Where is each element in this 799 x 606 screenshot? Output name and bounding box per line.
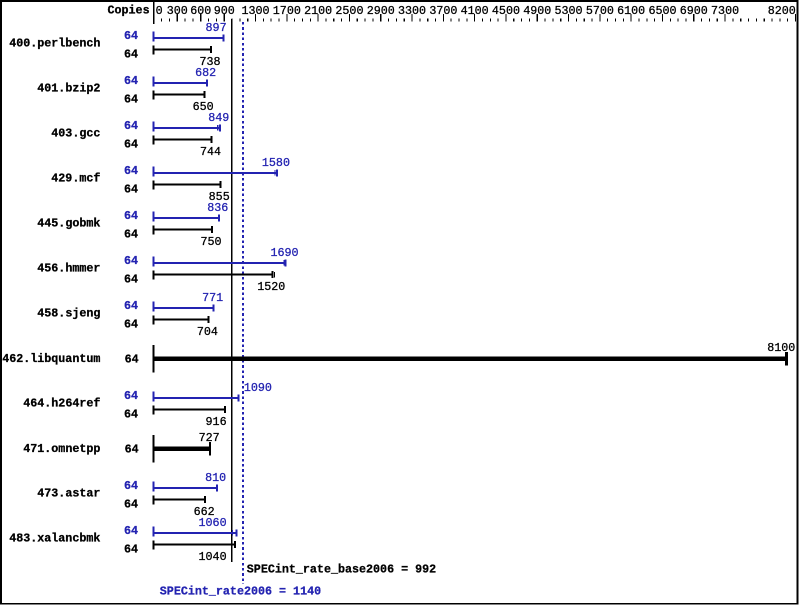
- svg-text:3700: 3700: [429, 4, 457, 18]
- svg-text:401.bzip2: 401.bzip2: [37, 82, 100, 96]
- svg-text:4100: 4100: [461, 4, 489, 18]
- svg-text:64: 64: [124, 254, 138, 268]
- svg-text:6900: 6900: [680, 4, 708, 18]
- svg-text:810: 810: [205, 471, 226, 485]
- svg-text:897: 897: [206, 21, 227, 35]
- svg-text:483.xalancbmk: 483.xalancbmk: [9, 532, 100, 546]
- svg-text:SPECint_rate_base2006 = 992: SPECint_rate_base2006 = 992: [247, 562, 436, 576]
- svg-text:64: 64: [124, 407, 138, 421]
- svg-text:916: 916: [206, 415, 227, 429]
- svg-text:900: 900: [214, 4, 235, 18]
- svg-text:771: 771: [202, 291, 223, 305]
- svg-text:64: 64: [124, 47, 138, 61]
- svg-text:471.omnetpp: 471.omnetpp: [23, 442, 100, 456]
- svg-text:1060: 1060: [199, 516, 227, 530]
- svg-text:464.h264ref: 464.h264ref: [23, 397, 100, 411]
- svg-text:682: 682: [195, 66, 216, 80]
- svg-text:1700: 1700: [273, 4, 301, 18]
- svg-text:458.sjeng: 458.sjeng: [37, 307, 100, 321]
- svg-text:64: 64: [124, 479, 138, 493]
- svg-text:2500: 2500: [335, 4, 363, 18]
- svg-text:300: 300: [167, 4, 188, 18]
- svg-text:744: 744: [200, 145, 221, 159]
- svg-text:SPECint_rate2006 = 1140: SPECint_rate2006 = 1140: [160, 585, 321, 599]
- svg-text:400.perlbench: 400.perlbench: [9, 37, 100, 51]
- svg-text:64: 64: [125, 442, 139, 456]
- svg-text:6500: 6500: [648, 4, 676, 18]
- svg-text:1300: 1300: [241, 4, 269, 18]
- svg-text:1090: 1090: [244, 381, 272, 395]
- svg-text:64: 64: [124, 542, 138, 556]
- svg-text:849: 849: [208, 111, 229, 125]
- svg-text:2900: 2900: [367, 4, 395, 18]
- svg-text:64: 64: [124, 74, 138, 88]
- svg-text:1690: 1690: [271, 246, 299, 260]
- svg-text:445.gobmk: 445.gobmk: [37, 217, 100, 231]
- svg-text:600: 600: [190, 4, 211, 18]
- svg-text:64: 64: [124, 137, 138, 151]
- svg-text:1520: 1520: [257, 280, 285, 294]
- svg-text:750: 750: [200, 235, 221, 249]
- svg-text:64: 64: [124, 389, 138, 403]
- svg-text:403.gcc: 403.gcc: [51, 127, 100, 141]
- svg-text:5300: 5300: [555, 4, 583, 18]
- svg-text:836: 836: [207, 201, 228, 215]
- svg-text:7300: 7300: [711, 4, 739, 18]
- svg-text:64: 64: [124, 299, 138, 313]
- svg-text:456.hmmer: 456.hmmer: [37, 262, 100, 276]
- svg-text:4500: 4500: [492, 4, 520, 18]
- svg-text:2100: 2100: [304, 4, 332, 18]
- svg-text:64: 64: [124, 497, 138, 511]
- svg-text:64: 64: [124, 209, 138, 223]
- svg-text:5700: 5700: [586, 4, 614, 18]
- svg-text:704: 704: [197, 325, 218, 339]
- svg-text:64: 64: [124, 317, 138, 331]
- svg-text:738: 738: [200, 55, 221, 69]
- svg-text:64: 64: [125, 352, 139, 366]
- svg-text:64: 64: [124, 29, 138, 43]
- svg-text:473.astar: 473.astar: [37, 487, 100, 501]
- svg-text:64: 64: [124, 164, 138, 178]
- svg-text:650: 650: [193, 100, 214, 114]
- svg-text:64: 64: [124, 227, 138, 241]
- svg-text:855: 855: [209, 190, 230, 204]
- svg-text:64: 64: [124, 272, 138, 286]
- svg-text:429.mcf: 429.mcf: [51, 172, 100, 186]
- svg-text:64: 64: [124, 524, 138, 538]
- svg-text:462.libquantum: 462.libquantum: [2, 352, 100, 366]
- svg-text:8200: 8200: [768, 4, 796, 18]
- svg-text:4900: 4900: [523, 4, 551, 18]
- svg-text:1580: 1580: [262, 156, 290, 170]
- svg-text:64: 64: [124, 119, 138, 133]
- svg-text:662: 662: [194, 505, 215, 519]
- svg-text:1040: 1040: [199, 550, 227, 564]
- svg-text:3300: 3300: [398, 4, 426, 18]
- svg-text:64: 64: [124, 182, 138, 196]
- svg-text:0: 0: [156, 4, 163, 18]
- svg-text:Copies: Copies: [108, 4, 150, 18]
- svg-text:64: 64: [124, 92, 138, 106]
- svg-text:727: 727: [199, 431, 220, 445]
- svg-text:8100: 8100: [767, 341, 795, 355]
- svg-text:6100: 6100: [617, 4, 645, 18]
